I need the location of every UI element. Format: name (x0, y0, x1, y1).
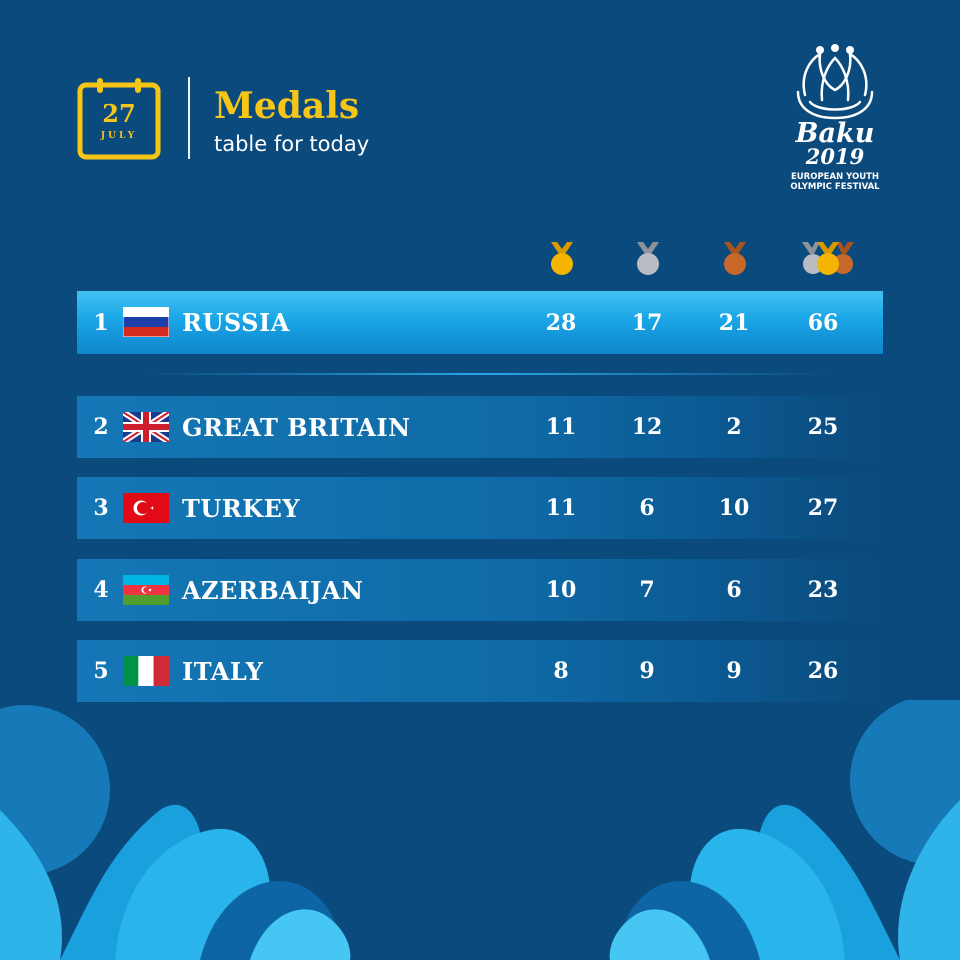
rank: 2 (93, 414, 109, 440)
silver-count: 12 (631, 414, 663, 440)
silver-medal-icon (628, 240, 668, 276)
gold-count: 28 (545, 309, 577, 336)
turkey-flag-icon (123, 493, 169, 523)
table-row: 1 RUSSIA 28 17 21 66 (77, 291, 883, 354)
bronze-count: 10 (718, 495, 750, 521)
header-divider (188, 77, 190, 159)
total-count: 27 (807, 495, 839, 521)
bronze-count: 9 (726, 658, 742, 684)
italy-flag-icon (123, 656, 169, 686)
calendar-day: 27 (102, 99, 136, 128)
total-count: 25 (807, 414, 839, 440)
rank: 4 (93, 577, 109, 603)
table-row: 3 TURKEY 11 6 10 27 (77, 477, 883, 539)
calendar-icon: 27 JULY (77, 76, 161, 160)
logo-year: 2019 (805, 144, 865, 169)
table-row: 4 AZERBAIJAN 10 7 6 23 (77, 559, 883, 621)
total-count: 26 (807, 658, 839, 684)
table-row: 2 GREAT BRITAIN 11 12 2 25 (77, 396, 883, 458)
silver-count: 6 (639, 495, 655, 521)
logo-line-1: EUROPEAN YOUTH (790, 172, 880, 182)
country-name: RUSSIA (182, 308, 290, 337)
calendar-month: JULY (100, 131, 138, 141)
azerbaijan-flag-icon (123, 575, 169, 605)
rank: 3 (93, 495, 109, 521)
decorative-waves-icon (0, 700, 960, 960)
gold-medal-icon (542, 240, 582, 276)
bronze-count: 21 (718, 309, 750, 336)
silver-count: 9 (639, 658, 655, 684)
country-name: ITALY (182, 656, 264, 686)
gold-count: 10 (545, 577, 577, 603)
bronze-medal-icon (715, 240, 755, 276)
total-count: 66 (807, 309, 839, 336)
great-britain-flag-icon (123, 412, 169, 442)
total-medals-icon (800, 240, 856, 276)
table-row: 5 ITALY 8 9 9 26 (77, 640, 883, 702)
logo-city: Baku (795, 118, 875, 149)
country-name: GREAT BRITAIN (182, 412, 411, 442)
country-name: AZERBAIJAN (182, 575, 364, 605)
rank: 1 (93, 309, 109, 336)
baku-2019-logo: Baku 2019 EUROPEAN YOUTH OLYMPIC FESTIVA… (770, 40, 900, 200)
page-title: Medals (214, 85, 360, 127)
row-separator (140, 373, 830, 375)
logo-line-2: OLYMPIC FESTIVAL (790, 182, 880, 192)
page-subtitle: table for today (214, 132, 370, 156)
gold-count: 11 (545, 495, 577, 521)
silver-count: 7 (639, 577, 655, 603)
silver-count: 17 (631, 309, 663, 336)
gold-count: 8 (553, 658, 569, 684)
country-name: TURKEY (182, 493, 301, 523)
bronze-count: 6 (726, 577, 742, 603)
gold-count: 11 (545, 414, 577, 440)
festival-emblem-icon (796, 44, 874, 120)
total-count: 23 (807, 577, 839, 603)
bronze-count: 2 (726, 414, 742, 440)
rank: 5 (93, 658, 109, 684)
russia-flag-icon (123, 307, 169, 337)
